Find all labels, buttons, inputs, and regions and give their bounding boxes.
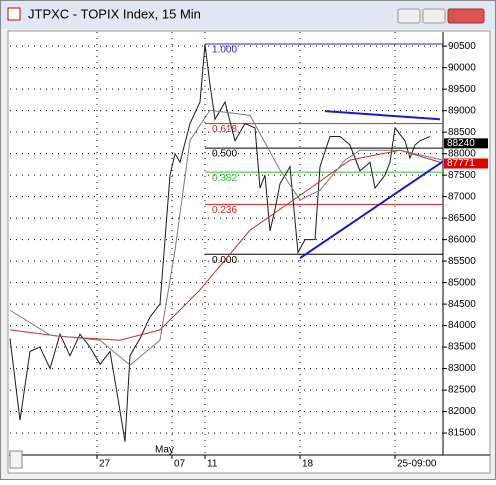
- y-tick-label: 84000: [448, 320, 476, 331]
- scroll-box[interactable]: [9, 450, 23, 469]
- window-title: JTPXC - TOPIX Index, 15 Min: [28, 6, 201, 21]
- series-line: [9, 149, 444, 341]
- y-tick-label: 85000: [448, 277, 476, 288]
- y-tick-label: 84500: [448, 299, 476, 310]
- fib-label: 0.236: [212, 205, 237, 216]
- fib-label: 0.618: [212, 124, 237, 135]
- fib-label: 0.500: [212, 149, 237, 160]
- y-tick-label: 82000: [448, 406, 476, 417]
- x-tick-label: 25-09:00: [397, 459, 437, 470]
- y-tick-label: 90000: [448, 62, 476, 73]
- y-tick-label: 90500: [448, 41, 476, 52]
- y-tick-label: 88500: [448, 127, 476, 138]
- series-line: [9, 43, 431, 442]
- fib-label: 0.382: [212, 173, 237, 184]
- y-tick-label: 83000: [448, 363, 476, 374]
- series-line: [9, 109, 444, 366]
- y-tick-label: 81500: [448, 428, 476, 439]
- y-tick-label: 83500: [448, 342, 476, 353]
- y-tick-label: 87000: [448, 191, 476, 202]
- y-tick-label: 86500: [448, 213, 476, 224]
- x-tick-label: 18: [302, 459, 314, 470]
- trendline: [299, 160, 444, 259]
- price-tag-label: 88240: [447, 138, 475, 149]
- y-tick-label: 88000: [448, 148, 476, 159]
- close-button[interactable]: [447, 8, 485, 24]
- fib-label: 1.000: [212, 45, 237, 56]
- x-tick-label: 11: [207, 459, 218, 470]
- y-tick-label: 82500: [448, 385, 476, 396]
- month-label: May: [155, 445, 174, 456]
- y-tick-label: 86000: [448, 234, 476, 245]
- chart-area: [7, 30, 491, 474]
- x-tick-label: 07: [174, 459, 186, 470]
- y-tick-label: 87500: [448, 170, 476, 181]
- y-tick-label: 89500: [448, 84, 476, 95]
- y-tick-label: 85500: [448, 256, 476, 267]
- trendline: [324, 110, 441, 121]
- price-tag-label: 87771: [447, 158, 475, 169]
- app-icon: [7, 7, 21, 21]
- y-tick-label: 89000: [448, 105, 476, 116]
- price-tag: [444, 158, 488, 169]
- minimize-button[interactable]: [397, 8, 421, 24]
- maximize-button[interactable]: [422, 8, 446, 24]
- price-tag: [444, 138, 488, 149]
- x-tick-label: 27: [99, 459, 111, 470]
